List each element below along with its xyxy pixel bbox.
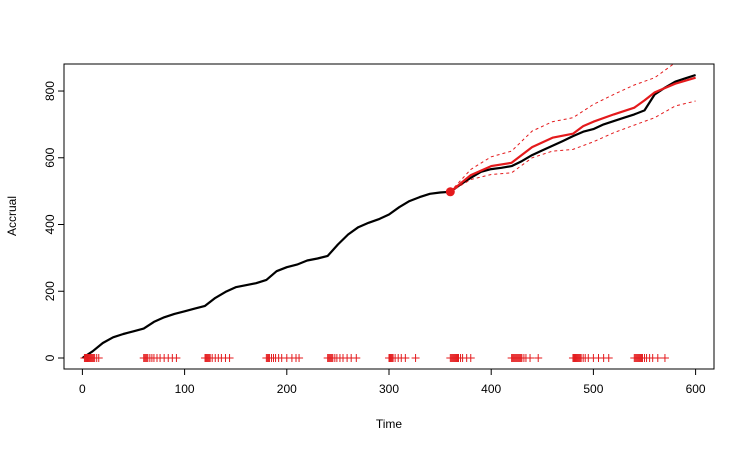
event-plus-mark	[411, 353, 420, 362]
x-axis: 0 100 200 300 400 500 600	[79, 369, 706, 396]
event-plus-mark	[94, 353, 103, 362]
x-tick-label: 500	[583, 382, 603, 396]
x-tick-label: 0	[79, 382, 86, 396]
x-tick-label: 200	[277, 382, 297, 396]
event-plus-mark	[401, 353, 410, 362]
lower-prediction-band-line	[450, 100, 696, 193]
event-plus-mark	[526, 353, 535, 362]
upper-prediction-band-line	[449, 64, 675, 193]
y-axis: 0 200 400 600 800	[43, 81, 64, 361]
x-tick-label: 400	[481, 382, 501, 396]
x-tick-label: 100	[175, 382, 195, 396]
event-plus-mark	[225, 353, 234, 362]
y-tick-label: 800	[43, 81, 57, 101]
event-plus-mark	[604, 353, 613, 362]
prediction-start-point	[445, 187, 455, 197]
event-plus-mark	[653, 353, 662, 362]
y-tick-label: 600	[43, 147, 57, 167]
y-tick-label: 200	[43, 281, 57, 301]
event-plus-mark	[466, 353, 475, 362]
x-axis-title: Time	[376, 417, 403, 431]
y-axis-title: Accrual	[5, 196, 19, 236]
x-tick-label: 600	[686, 382, 706, 396]
x-tick-label: 300	[379, 382, 399, 396]
predicted-accrual-line	[449, 76, 696, 193]
event-plus-mark	[352, 353, 361, 362]
y-tick-label: 0	[43, 354, 57, 361]
event-plus-mark	[295, 353, 304, 362]
event-plus-mark	[660, 353, 669, 362]
y-tick-label: 400	[43, 214, 57, 234]
observed-accrual-line	[81, 73, 696, 359]
event-plus-mark	[172, 353, 181, 362]
event-plus-mark	[534, 353, 543, 362]
